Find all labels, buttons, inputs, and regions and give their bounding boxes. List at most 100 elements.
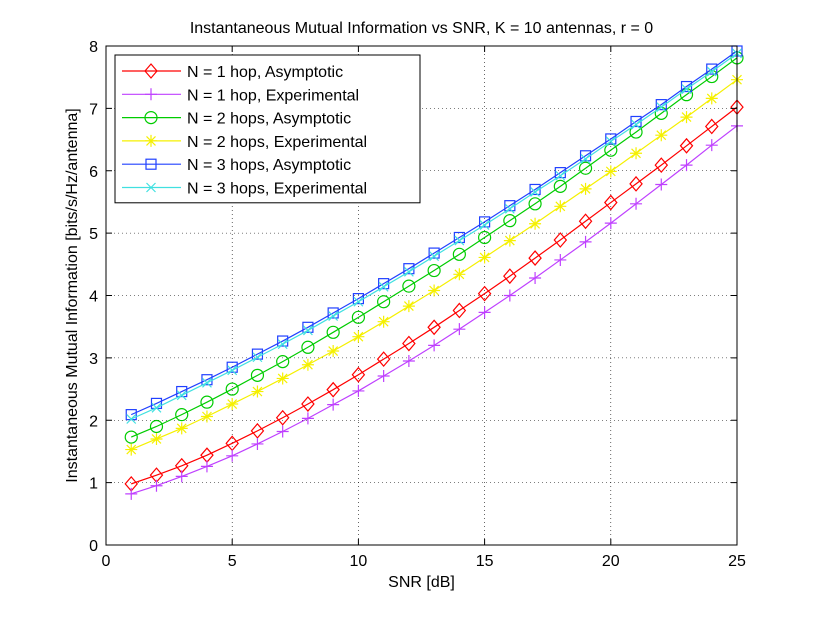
data-point xyxy=(478,251,491,264)
legend-marker xyxy=(144,110,158,125)
y-tick-label: 0 xyxy=(89,538,98,555)
y-axis-label: Instantaneous Mutual Information [bits/s… xyxy=(64,108,81,482)
data-point xyxy=(529,217,542,230)
legend-marker xyxy=(144,63,158,79)
data-point xyxy=(377,295,391,309)
y-tick-label: 8 xyxy=(89,39,98,56)
data-point xyxy=(479,220,490,230)
data-point xyxy=(403,266,414,277)
series-line xyxy=(131,57,738,438)
y-tick-label: 6 xyxy=(89,164,98,181)
series-line xyxy=(130,50,738,416)
data-point xyxy=(352,384,365,397)
data-point xyxy=(705,92,718,105)
data-point xyxy=(328,311,339,322)
data-point xyxy=(200,410,213,423)
data-point xyxy=(655,178,668,191)
legend-marker xyxy=(146,182,156,193)
data-point xyxy=(705,69,719,84)
data-point xyxy=(478,230,492,245)
data-point xyxy=(176,385,188,398)
data-point xyxy=(428,339,441,352)
data-point xyxy=(453,323,466,336)
data-point xyxy=(302,325,313,336)
legend-entry: N = 3 hops, Asymptotic xyxy=(122,157,351,174)
y-tick-label: 1 xyxy=(89,476,98,493)
data-point xyxy=(528,197,542,211)
x-tick-label: 25 xyxy=(728,553,746,570)
x-tick-label: 10 xyxy=(350,553,368,570)
data-point xyxy=(553,179,567,193)
data-point xyxy=(454,235,465,246)
legend-label: N = 1 hop, Experimental xyxy=(187,87,359,104)
data-point xyxy=(528,250,542,266)
data-point xyxy=(149,419,164,434)
data-point xyxy=(656,102,667,113)
data-point xyxy=(378,281,389,292)
data-point xyxy=(175,408,189,422)
y-tick-label: 2 xyxy=(89,413,98,430)
series-2 xyxy=(125,119,743,500)
data-point xyxy=(327,345,340,358)
data-point xyxy=(200,395,214,409)
data-point xyxy=(579,182,592,195)
legend-label: N = 1 hop, Asymptotic xyxy=(187,64,343,81)
data-point xyxy=(503,289,516,302)
data-point xyxy=(276,355,290,369)
y-tick-label: 7 xyxy=(89,101,98,118)
legend-label: N = 3 hops, Experimental xyxy=(187,181,367,198)
data-point xyxy=(579,235,592,248)
data-point xyxy=(428,284,441,297)
data-point xyxy=(681,84,692,94)
data-point xyxy=(529,272,542,285)
data-point xyxy=(377,315,390,328)
data-point xyxy=(704,118,719,135)
series-3 xyxy=(124,51,744,444)
data-point xyxy=(301,340,315,354)
data-point xyxy=(604,217,617,230)
series-4 xyxy=(125,73,743,456)
data-point xyxy=(326,381,340,398)
y-tick-label: 5 xyxy=(89,226,98,243)
data-point xyxy=(630,197,643,210)
data-point xyxy=(452,247,466,261)
data-point xyxy=(680,159,693,172)
data-point xyxy=(605,136,616,147)
data-point xyxy=(655,129,668,142)
data-point xyxy=(478,306,491,319)
series-1 xyxy=(124,99,744,492)
data-point xyxy=(176,390,187,401)
data-point xyxy=(175,422,188,435)
x-tick-label: 0 xyxy=(102,553,111,570)
data-point xyxy=(477,285,492,302)
data-point xyxy=(555,170,566,181)
data-point xyxy=(578,161,593,175)
data-point xyxy=(604,194,618,211)
data-point xyxy=(680,80,693,93)
x-tick-label: 15 xyxy=(476,553,494,570)
data-point xyxy=(429,251,440,262)
data-point xyxy=(200,460,213,473)
data-point xyxy=(580,153,591,164)
data-point xyxy=(578,213,593,230)
data-point xyxy=(605,133,617,145)
data-point xyxy=(402,354,415,367)
data-point xyxy=(376,351,391,368)
data-point xyxy=(629,175,643,192)
data-point xyxy=(252,352,263,363)
data-point xyxy=(124,430,138,444)
data-point xyxy=(250,422,265,439)
data-point xyxy=(353,296,364,307)
series-line xyxy=(131,106,738,485)
legend-entry: N = 3 hops, Experimental xyxy=(122,181,367,198)
data-point xyxy=(326,325,340,339)
legend-label: N = 2 hops, Asymptotic xyxy=(187,111,351,128)
data-point xyxy=(504,203,515,214)
data-point xyxy=(125,487,138,500)
data-point xyxy=(705,139,718,152)
series-6 xyxy=(126,48,742,424)
legend-entry: N = 1 hop, Experimental xyxy=(122,87,359,104)
data-point xyxy=(706,63,718,75)
data-point xyxy=(530,187,541,197)
